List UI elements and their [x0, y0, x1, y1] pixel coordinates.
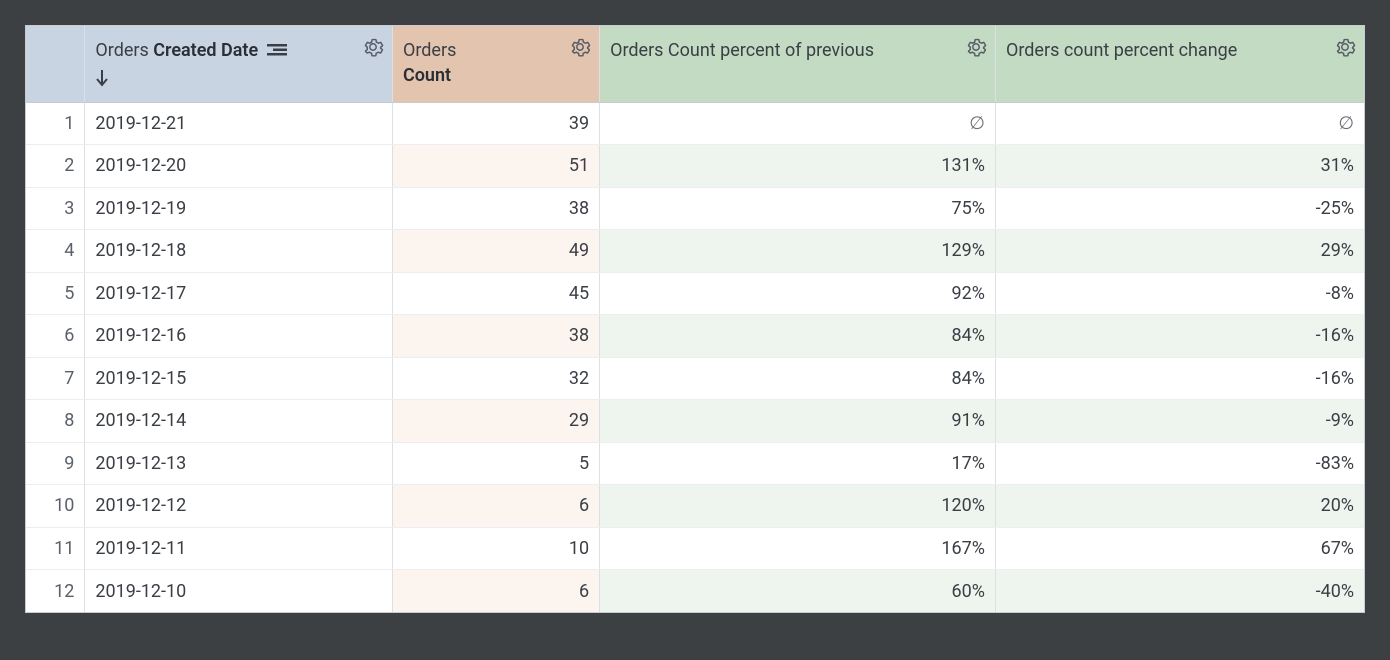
- table-row: 52019-12-174592%-8%: [26, 272, 1364, 315]
- cell-index[interactable]: 4: [26, 230, 85, 273]
- cell-count[interactable]: 6: [392, 485, 599, 528]
- column-header-index[interactable]: [26, 26, 85, 102]
- cell-pct[interactable]: 131%: [600, 145, 996, 188]
- cell-chg[interactable]: 20%: [995, 485, 1364, 528]
- cell-index[interactable]: 5: [26, 272, 85, 315]
- cell-chg[interactable]: 31%: [995, 145, 1364, 188]
- column-header-percent-change[interactable]: Orders count percent change: [995, 26, 1364, 102]
- table-row: 12019-12-2139 ∅ ∅: [26, 102, 1364, 145]
- table-row: 72019-12-153284%-16%: [26, 357, 1364, 400]
- cell-date[interactable]: 2019-12-16: [85, 315, 393, 358]
- cell-chg[interactable]: 67%: [995, 527, 1364, 570]
- cell-date[interactable]: 2019-12-14: [85, 400, 393, 443]
- cell-date[interactable]: 2019-12-10: [85, 570, 393, 613]
- cell-pct[interactable]: 129%: [600, 230, 996, 273]
- table-row: 22019-12-2051131%31%: [26, 145, 1364, 188]
- cell-chg[interactable]: -16%: [995, 357, 1364, 400]
- cell-pct[interactable]: 17%: [600, 442, 996, 485]
- cell-chg[interactable]: -83%: [995, 442, 1364, 485]
- table-row: 42019-12-1849129%29%: [26, 230, 1364, 273]
- cell-chg[interactable]: -8%: [995, 272, 1364, 315]
- cell-count[interactable]: 49: [392, 230, 599, 273]
- cell-pct[interactable]: 167%: [600, 527, 996, 570]
- cell-count[interactable]: 38: [392, 315, 599, 358]
- pivot-icon: [267, 40, 287, 65]
- cell-chg[interactable]: -9%: [995, 400, 1364, 443]
- cell-index[interactable]: 9: [26, 442, 85, 485]
- cell-chg[interactable]: -16%: [995, 315, 1364, 358]
- cell-count[interactable]: 51: [392, 145, 599, 188]
- cell-pct[interactable]: 84%: [600, 315, 996, 358]
- cell-count[interactable]: 5: [392, 442, 599, 485]
- cell-date[interactable]: 2019-12-20: [85, 145, 393, 188]
- null-icon: ∅: [969, 113, 985, 134]
- cell-index[interactable]: 11: [26, 527, 85, 570]
- table-row: 122019-12-10660%-40%: [26, 570, 1364, 613]
- cell-date[interactable]: 2019-12-21: [85, 102, 393, 145]
- cell-date[interactable]: 2019-12-17: [85, 272, 393, 315]
- cell-date[interactable]: 2019-12-13: [85, 442, 393, 485]
- cell-count[interactable]: 29: [392, 400, 599, 443]
- cell-pct[interactable]: 91%: [600, 400, 996, 443]
- column-label: Orders Count percent of previous: [610, 40, 874, 61]
- cell-index[interactable]: 8: [26, 400, 85, 443]
- gear-icon[interactable]: [362, 36, 384, 58]
- cell-index[interactable]: 1: [26, 102, 85, 145]
- gear-icon[interactable]: [1334, 36, 1356, 58]
- cell-count[interactable]: 10: [392, 527, 599, 570]
- cell-date[interactable]: 2019-12-19: [85, 187, 393, 230]
- cell-pct[interactable]: 60%: [600, 570, 996, 613]
- cell-index[interactable]: 7: [26, 357, 85, 400]
- cell-pct[interactable]: 120%: [600, 485, 996, 528]
- cell-pct[interactable]: ∅: [600, 102, 996, 145]
- cell-count[interactable]: 45: [392, 272, 599, 315]
- cell-count[interactable]: 32: [392, 357, 599, 400]
- table-row: 92019-12-13517%-83%: [26, 442, 1364, 485]
- cell-chg[interactable]: -40%: [995, 570, 1364, 613]
- sort-desc-icon: [95, 69, 382, 87]
- cell-date[interactable]: 2019-12-18: [85, 230, 393, 273]
- null-icon: ∅: [1338, 113, 1354, 134]
- cell-date[interactable]: 2019-12-15: [85, 357, 393, 400]
- cell-date[interactable]: 2019-12-11: [85, 527, 393, 570]
- column-header-created-date[interactable]: Orders Created Date: [85, 26, 393, 102]
- cell-index[interactable]: 3: [26, 187, 85, 230]
- column-label-bold: Count: [403, 65, 451, 86]
- gear-icon[interactable]: [965, 36, 987, 58]
- table-row: 82019-12-142991%-9%: [26, 400, 1364, 443]
- column-label: Orders count percent change: [1006, 40, 1237, 61]
- cell-index[interactable]: 12: [26, 570, 85, 613]
- column-label-bold: Created Date: [153, 40, 258, 61]
- cell-date[interactable]: 2019-12-12: [85, 485, 393, 528]
- cell-count[interactable]: 39: [392, 102, 599, 145]
- table-row: 62019-12-163884%-16%: [26, 315, 1364, 358]
- table-row: 32019-12-193875%-25%: [26, 187, 1364, 230]
- cell-index[interactable]: 10: [26, 485, 85, 528]
- table-row: 112019-12-1110167%67%: [26, 527, 1364, 570]
- cell-chg[interactable]: ∅: [995, 102, 1364, 145]
- column-header-count[interactable]: Orders Count: [392, 26, 599, 102]
- cell-index[interactable]: 2: [26, 145, 85, 188]
- cell-index[interactable]: 6: [26, 315, 85, 358]
- cell-count[interactable]: 38: [392, 187, 599, 230]
- cell-chg[interactable]: 29%: [995, 230, 1364, 273]
- cell-chg[interactable]: -25%: [995, 187, 1364, 230]
- column-header-percent-of-previous[interactable]: Orders Count percent of previous: [600, 26, 996, 102]
- table-row: 102019-12-126120%20%: [26, 485, 1364, 528]
- column-label-prefix: Orders: [403, 40, 456, 61]
- table-header-row: Orders Created Date Orders: [26, 26, 1364, 102]
- column-label-prefix: Orders: [95, 40, 153, 61]
- data-table: Orders Created Date Orders: [25, 25, 1365, 613]
- gear-icon[interactable]: [569, 36, 591, 58]
- cell-pct[interactable]: 75%: [600, 187, 996, 230]
- cell-count[interactable]: 6: [392, 570, 599, 613]
- cell-pct[interactable]: 92%: [600, 272, 996, 315]
- cell-pct[interactable]: 84%: [600, 357, 996, 400]
